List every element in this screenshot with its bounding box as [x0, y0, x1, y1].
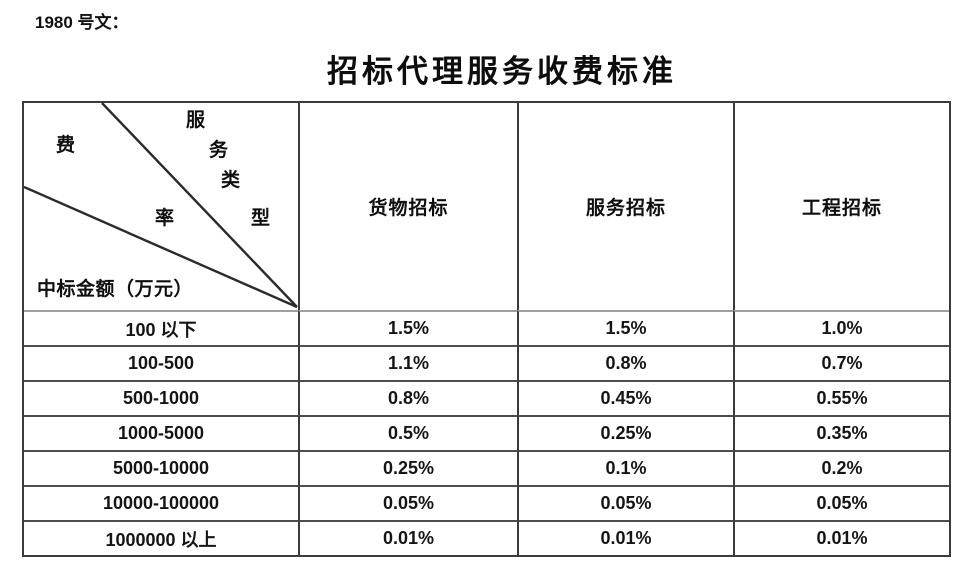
row-value-cell: 0.8% — [298, 380, 517, 415]
page-title: 招标代理服务收费标准 — [327, 54, 677, 89]
row-value-cell: 1.1% — [298, 345, 517, 380]
row-range-cell: 10000-100000 — [24, 485, 298, 520]
corner-service-char-3: 类 — [221, 170, 241, 191]
row-value-cell: 0.8% — [517, 345, 733, 380]
row-range-cell: 100-500 — [24, 345, 298, 380]
row-value-cell: 0.01% — [733, 520, 949, 555]
row-value-cell: 0.35% — [733, 415, 949, 450]
row-value-cell: 0.1% — [517, 450, 733, 485]
corner-service-char-2: 务 — [209, 140, 229, 161]
corner-service-char-1: 服 — [186, 110, 206, 131]
row-value-cell: 1.5% — [298, 310, 517, 345]
row-range-cell: 100 以下 — [24, 310, 298, 345]
row-value-cell: 0.55% — [733, 380, 949, 415]
row-value-cell: 0.01% — [517, 520, 733, 555]
corner-fee-char: 费 — [56, 135, 76, 156]
row-range-cell: 5000-10000 — [24, 450, 298, 485]
row-value-cell: 0.05% — [298, 485, 517, 520]
row-value-cell: 1.0% — [733, 310, 949, 345]
table-corner-cell: 服 务 类 型 费 率 中标金额（万元） — [24, 103, 298, 310]
row-range-cell: 500-1000 — [24, 380, 298, 415]
row-value-cell: 0.01% — [298, 520, 517, 555]
row-range-cell: 1000000 以上 — [24, 520, 298, 555]
row-range-cell: 1000-5000 — [24, 415, 298, 450]
column-header-engineering: 工程招标 — [733, 103, 949, 310]
row-value-cell: 0.05% — [517, 485, 733, 520]
row-value-cell: 0.25% — [517, 415, 733, 450]
corner-amount-label: 中标金额（万元） — [37, 279, 194, 300]
diagonal-divider-icon — [24, 103, 298, 309]
row-value-cell: 0.45% — [517, 380, 733, 415]
column-header-services: 服务招标 — [517, 103, 733, 310]
doc-number-label: 1980 号文： — [35, 13, 129, 32]
row-value-cell: 0.25% — [298, 450, 517, 485]
row-value-cell: 0.5% — [298, 415, 517, 450]
corner-rate-char: 率 — [155, 208, 175, 229]
row-value-cell: 0.05% — [733, 485, 949, 520]
row-value-cell: 1.5% — [517, 310, 733, 345]
corner-service-char-4: 型 — [251, 208, 271, 229]
fee-table: 服 务 类 型 费 率 中标金额（万元） 货物招标 服务招标 工程招标 100 … — [22, 101, 951, 557]
column-header-goods: 货物招标 — [298, 103, 517, 310]
row-value-cell: 0.2% — [733, 450, 949, 485]
row-value-cell: 0.7% — [733, 345, 949, 380]
